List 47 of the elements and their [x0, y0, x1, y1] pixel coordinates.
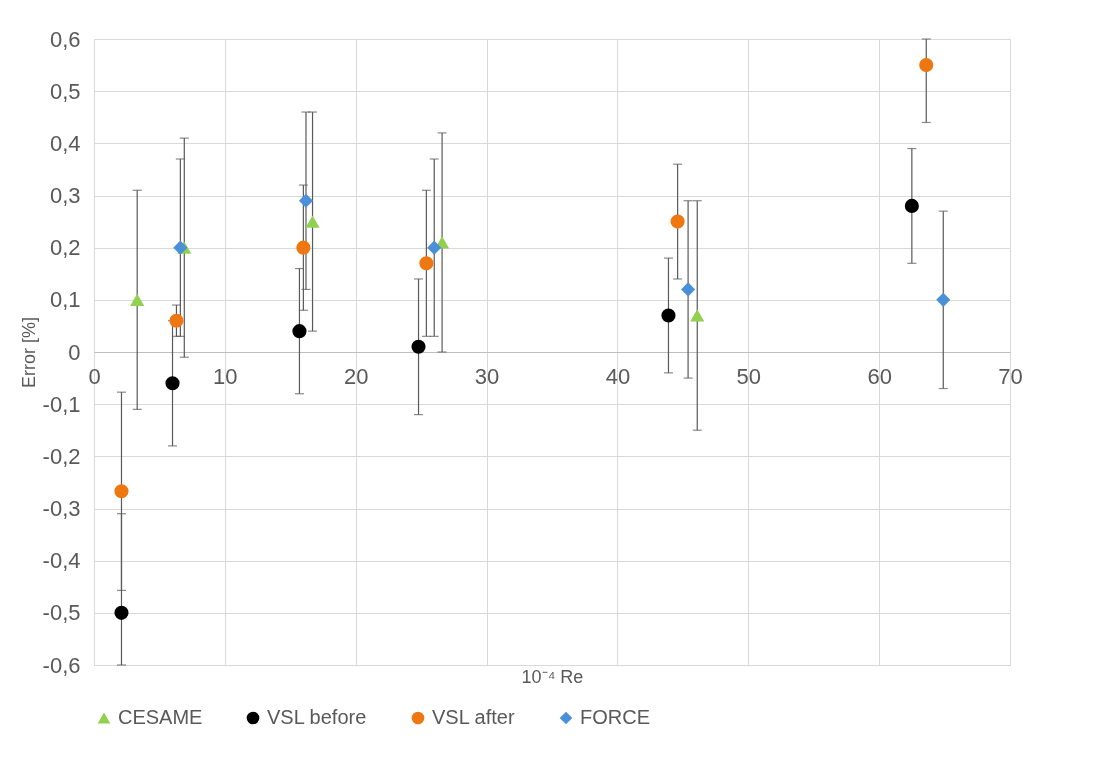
point [114, 605, 129, 620]
y-tick-label: 0,5 [49, 78, 81, 104]
point [169, 313, 184, 328]
point [114, 484, 129, 499]
y-tick-label: 0,6 [49, 26, 81, 52]
y-tick-label: -0,1 [42, 391, 81, 417]
point [411, 339, 426, 354]
point [165, 376, 180, 391]
point [296, 240, 311, 255]
y-axis-title: Error [%] [18, 316, 39, 389]
point [130, 293, 145, 306]
x-tick-label: 70 [998, 363, 1023, 389]
point [690, 309, 705, 322]
x-tick-label: 50 [736, 363, 762, 389]
y-tick-label: 0,4 [49, 130, 81, 156]
y-tick-label: 0,3 [49, 183, 81, 208]
y-tick-label: 0 [68, 339, 81, 365]
legend-label: FORCE [580, 706, 650, 728]
x-tick-label: 60 [867, 363, 892, 389]
legend-label: CESAME [118, 706, 203, 728]
y-tick-label: -0,2 [42, 443, 81, 469]
y-tick-label: -0,6 [42, 652, 81, 678]
point [919, 58, 934, 73]
x-tick-label: 20 [343, 363, 369, 389]
point [292, 324, 307, 339]
y-tick-label: -0,5 [42, 600, 81, 626]
point [419, 256, 434, 271]
x-tick-label: 30 [474, 363, 500, 389]
point [298, 193, 314, 208]
point [904, 198, 919, 213]
point [661, 308, 676, 323]
point [936, 292, 951, 307]
x-axis-title: 10⁻⁴ Re [521, 666, 584, 687]
legend-label: VSL before [267, 706, 367, 728]
x-tick-label: 10 [213, 363, 238, 389]
y-tick-label: 0,2 [49, 235, 81, 261]
point [305, 215, 320, 228]
x-tick-label: 40 [605, 363, 631, 389]
point [427, 240, 442, 255]
x-tick-label: 0 [88, 363, 101, 389]
point [173, 240, 188, 255]
y-tick-label: -0,3 [42, 496, 81, 521]
legend-label: VSL after [432, 706, 515, 728]
point [681, 282, 696, 297]
point [670, 214, 685, 229]
y-tick-label: -0,4 [42, 548, 81, 574]
y-tick-label: 0,1 [49, 287, 81, 313]
